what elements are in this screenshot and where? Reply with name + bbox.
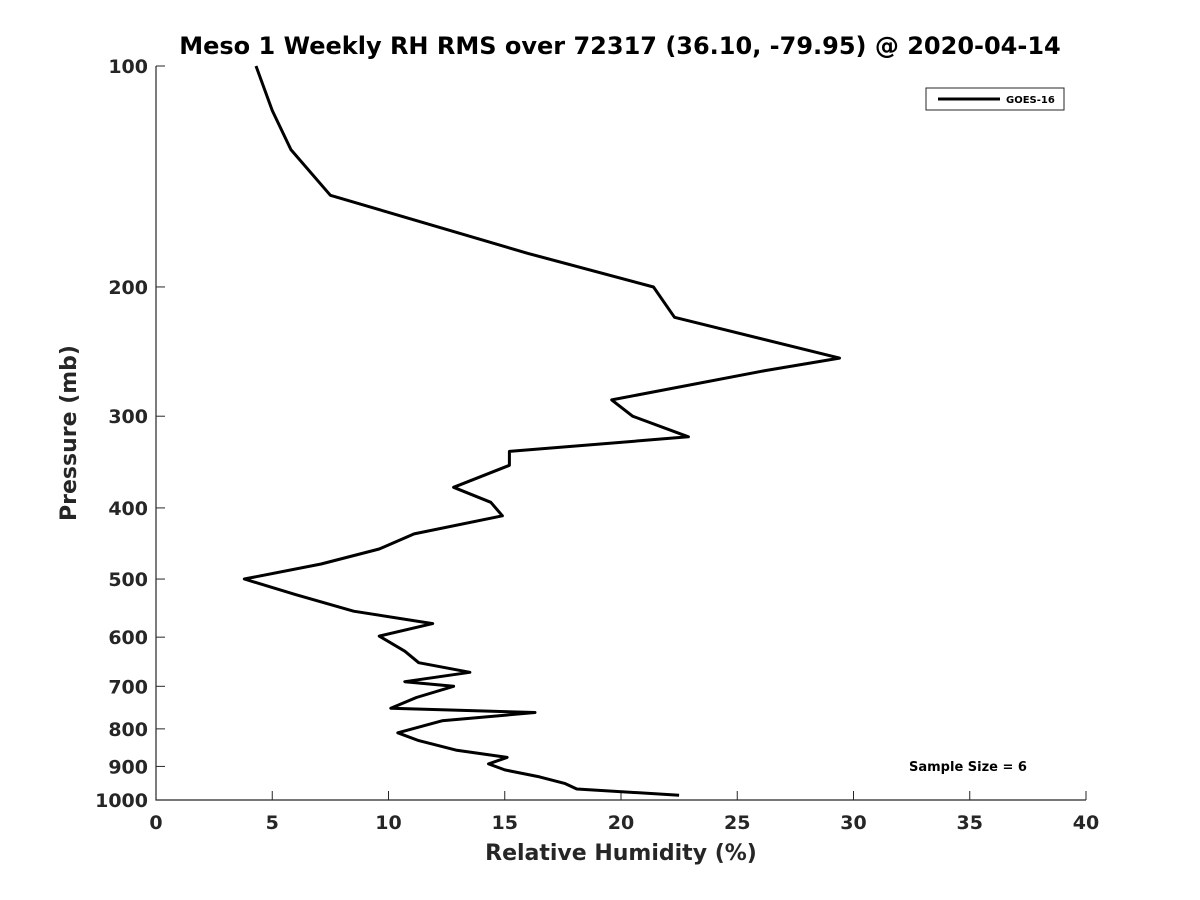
x-tick-label: 30 [840, 812, 866, 834]
sample-size-annotation: Sample Size = 6 [909, 760, 1027, 775]
legend-entry-goes16: GOES-16 [1006, 95, 1055, 106]
chart-title: Meso 1 Weekly RH RMS over 72317 (36.10, … [179, 32, 1061, 60]
y-tick-label: 900 [108, 756, 148, 778]
series-layer [242, 65, 841, 797]
series-line-goes16 [242, 65, 841, 797]
y-tick-label: 700 [108, 676, 148, 698]
y-tick-label: 400 [108, 498, 148, 520]
x-tick-label: 35 [957, 812, 983, 834]
y-tick-label: 1000 [95, 790, 148, 812]
legend: GOES-16 [925, 87, 1065, 111]
x-tick-label: 15 [492, 812, 518, 834]
y-axis-label: Pressure (mb) [57, 345, 82, 521]
x-tick-label: 20 [608, 812, 634, 834]
x-tick-label: 25 [724, 812, 750, 834]
x-tick-label: 0 [149, 812, 162, 834]
y-tick-label: 300 [108, 406, 148, 428]
x-axis-label: Relative Humidity (%) [485, 841, 757, 866]
x-axis-ticks: 0 5 10 15 20 25 30 35 40 [149, 791, 1099, 834]
y-tick-label: 500 [108, 569, 148, 591]
y-tick-label: 200 [108, 277, 148, 299]
axes-frame [155, 66, 1086, 801]
y-tick-label: 800 [108, 719, 148, 741]
plot-area [155, 66, 1086, 801]
x-tick-label: 5 [266, 812, 279, 834]
x-tick-label: 10 [375, 812, 401, 834]
y-axis-ticks: 100 200 300 400 500 600 700 800 900 1000 [95, 56, 165, 812]
y-tick-label: 100 [108, 56, 148, 78]
y-tick-label: 600 [108, 627, 148, 649]
x-tick-label: 40 [1073, 812, 1099, 834]
